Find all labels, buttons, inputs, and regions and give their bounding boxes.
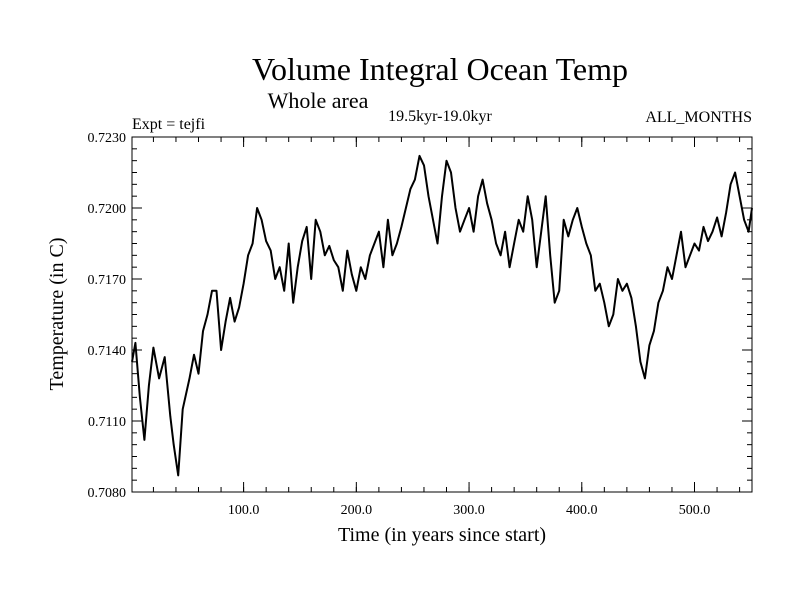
x-tick-label: 400.0 bbox=[566, 503, 598, 518]
x-tick-label: 500.0 bbox=[679, 503, 711, 518]
plot-frame bbox=[131, 136, 753, 493]
x-tick-label: 200.0 bbox=[341, 503, 373, 518]
x-tick-label: 100.0 bbox=[228, 503, 260, 518]
tick-labels: 100.0 200.0 300.0 400.0 500.0 0.7080 0.7110 0.7… bbox=[88, 131, 711, 518]
y-tick-label: 0.7080 bbox=[88, 486, 127, 501]
y-tick-label: 0.7170 bbox=[88, 273, 127, 288]
y-tick-label: 0.7110 bbox=[88, 415, 126, 430]
y-axis-label: Temperature (in C) bbox=[46, 238, 68, 391]
y-tick-label: 0.7230 bbox=[88, 131, 127, 146]
chart-subtitle: Whole area bbox=[268, 88, 369, 113]
months-label: ALL_MONTHS bbox=[645, 109, 752, 126]
x-tick-label: 300.0 bbox=[453, 503, 485, 518]
expt-label: Expt = tejfi bbox=[132, 116, 206, 133]
y-tick-label: 0.7200 bbox=[88, 202, 127, 217]
y-tick-label: 0.7140 bbox=[88, 344, 127, 359]
x-axis-label: Time (in years since start) bbox=[338, 524, 546, 546]
data-series-line bbox=[131, 154, 753, 477]
period-label: 19.5kyr-19.0kyr bbox=[388, 108, 492, 125]
chart-title: Volume Integral Ocean Temp bbox=[252, 51, 628, 87]
